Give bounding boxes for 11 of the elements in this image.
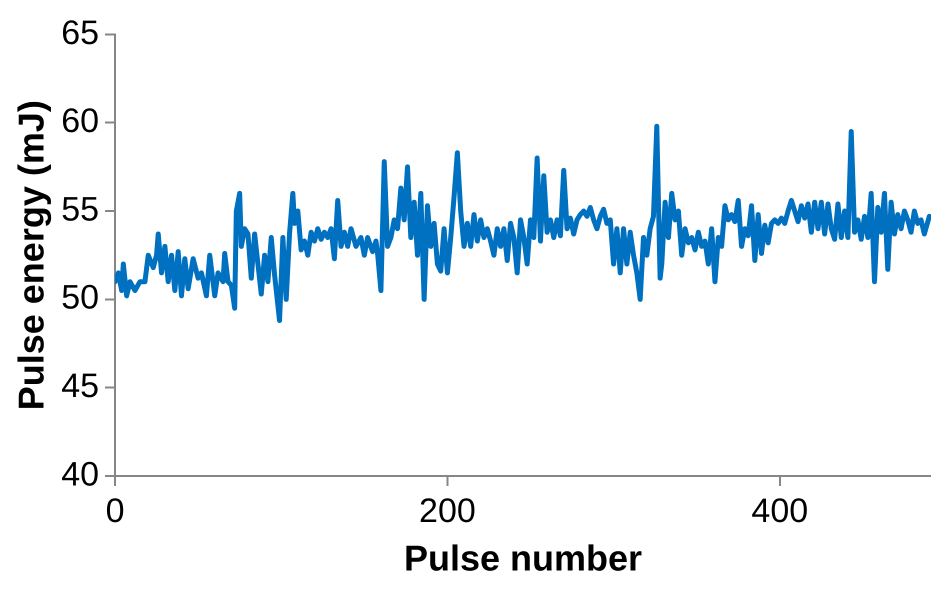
y-tick-label: 60	[61, 102, 100, 140]
y-tick-label: 50	[61, 278, 100, 317]
x-tick-label: 200	[419, 492, 476, 530]
x-tick-label: 400	[751, 492, 808, 530]
y-tick-label: 45	[61, 367, 100, 406]
x-axis-title: Pulse number	[404, 537, 642, 578]
y-tick-label: 65	[61, 14, 100, 52]
y-tick-label: 55	[61, 190, 100, 228]
y-axis-title: Pulse energy (mJ)	[10, 100, 52, 410]
y-tick-label: 40	[61, 455, 100, 494]
x-tick-label: 0	[106, 492, 124, 530]
